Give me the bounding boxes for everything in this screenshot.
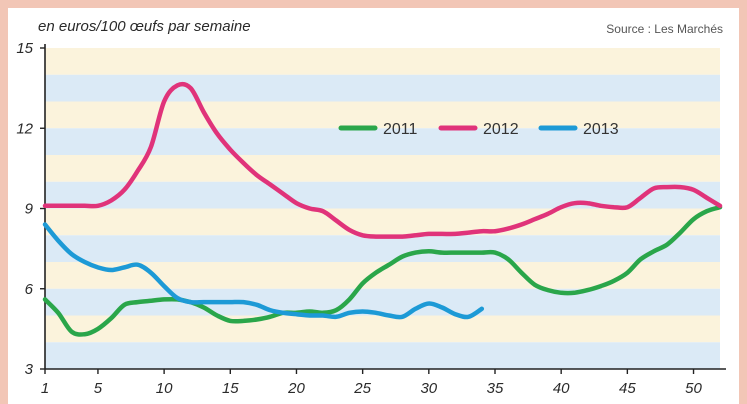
legend-label-2011: 2011 [383,121,418,138]
x-tick-label: 40 [553,380,570,397]
grid-band [45,74,720,102]
grid-band [45,181,720,209]
y-unit-label: en euros/100 œufs par semaine [38,18,251,35]
grid-band [45,48,720,75]
x-tick-label: 1 [41,380,49,397]
y-tick-label: 9 [25,201,34,218]
x-tick-label: 35 [487,380,504,397]
x-tick-label: 15 [222,380,239,397]
y-tick-label: 6 [25,281,34,298]
grid-band [45,235,720,262]
x-tick-label: 20 [287,380,305,397]
grid-band [45,208,720,236]
series-line-2013 [42,222,485,320]
grid-band [45,155,720,182]
y-tick-label: 3 [25,361,34,378]
legend-label-2013: 2013 [583,121,619,138]
x-tick-label: 10 [156,380,173,397]
y-tick-label: 15 [16,40,33,57]
source-label: Source : Les Marchés [606,22,723,36]
legend-label-2012: 2012 [483,121,519,138]
y-tick-label: 12 [16,120,33,137]
x-tick-label: 50 [685,380,702,397]
grid-band [45,315,720,343]
chart-panel: en euros/100 œufs par semaine Source : L… [8,8,739,404]
grid-band [45,342,720,369]
x-tick-label: 45 [619,380,636,397]
series-line-2012 [42,81,723,239]
series-line-2011 [42,204,723,337]
x-tick-label: 30 [420,380,437,397]
x-tick-label: 25 [353,380,371,397]
x-tick-label: 5 [94,380,103,397]
